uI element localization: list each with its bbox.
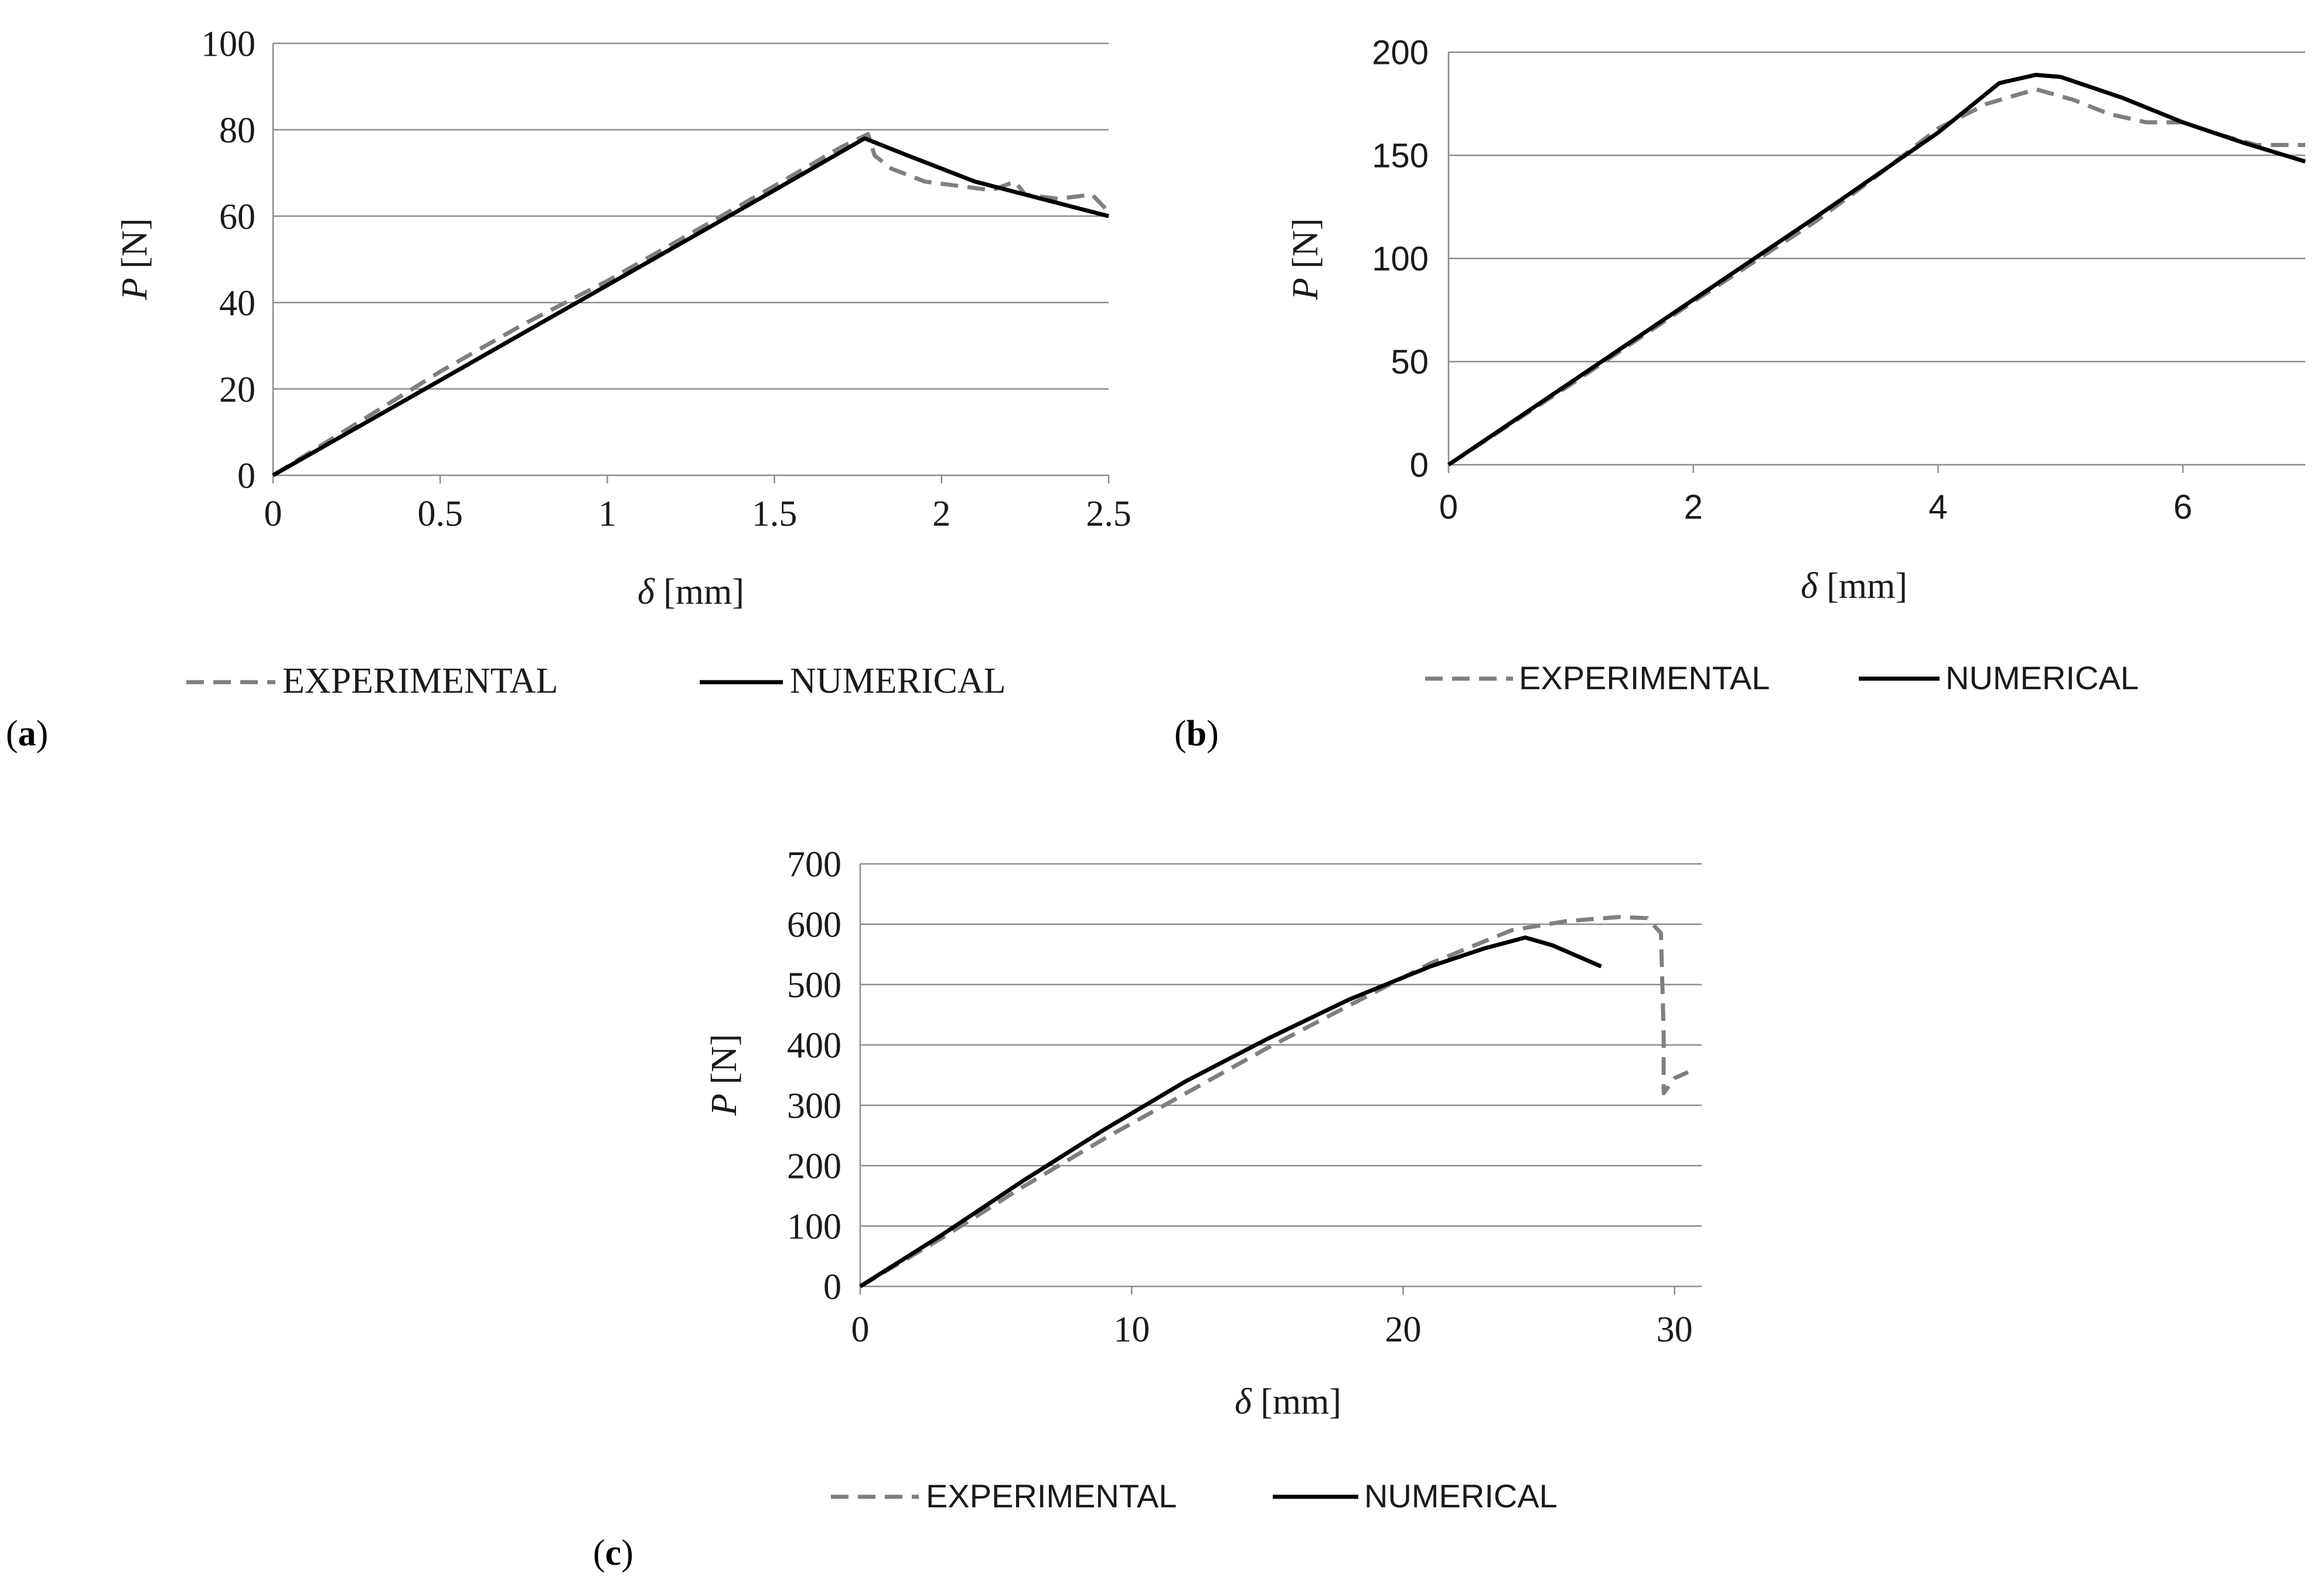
x-axis-label: δ [mm] bbox=[638, 572, 744, 612]
y-tick-labels: 0 100 200 300 400 500 600 700 bbox=[787, 845, 841, 1307]
gridlines bbox=[272, 42, 1110, 483]
x-tick-label: 10 bbox=[1113, 1310, 1150, 1350]
y-tick-label: 500 bbox=[787, 966, 841, 1006]
x-tick-label: 2 bbox=[932, 494, 950, 534]
x-tick-labels: 0 0.5 1 1.5 2 2.5 bbox=[264, 494, 1132, 534]
y-axis-symbol: P bbox=[704, 1094, 744, 1116]
gridlines bbox=[859, 863, 1702, 1295]
x-tick-label: 0 bbox=[264, 494, 282, 534]
series-line-numerical bbox=[272, 136, 1109, 478]
legend: EXPERIMENTAL NUMERICAL bbox=[186, 661, 1006, 701]
x-tick-label: 2.5 bbox=[1086, 494, 1132, 534]
x-axis-unit: [mm] bbox=[1818, 566, 1907, 606]
y-tick-label: 100 bbox=[201, 25, 255, 64]
x-axis-label: δ [mm] bbox=[1235, 1382, 1341, 1422]
legend-label-experimental: EXPERIMENTAL bbox=[282, 661, 558, 701]
x-tick-label: 2 bbox=[1684, 488, 1703, 526]
panel-label: (c) bbox=[593, 1533, 633, 1573]
x-tick-label: 0 bbox=[851, 1310, 870, 1350]
y-tick-label: 0 bbox=[237, 457, 255, 496]
y-tick-label: 20 bbox=[219, 370, 255, 410]
y-tick-labels: 0 50 100 150 200 bbox=[1372, 33, 1429, 484]
legend-label-numerical: NUMERICAL bbox=[790, 661, 1006, 701]
series-line-experimental bbox=[1447, 87, 2305, 466]
series-line-numerical bbox=[859, 935, 1602, 1288]
x-axis-symbol: δ bbox=[1801, 566, 1818, 606]
x-tick-label: 20 bbox=[1385, 1310, 1421, 1350]
legend-label-numerical: NUMERICAL bbox=[1945, 659, 2139, 696]
panel-letter: c bbox=[605, 1533, 622, 1573]
series-line-experimental bbox=[859, 915, 1689, 1289]
legend: EXPERIMENTAL NUMERICAL bbox=[831, 1477, 1558, 1514]
y-tick-label: 80 bbox=[219, 111, 255, 151]
legend-label-experimental: EXPERIMENTAL bbox=[1519, 659, 1770, 696]
y-tick-label: 60 bbox=[219, 198, 255, 237]
x-tick-label: 6 bbox=[2173, 488, 2192, 526]
x-tick-labels: 0 10 20 30 bbox=[851, 1310, 1693, 1350]
legend: EXPERIMENTAL NUMERICAL bbox=[1425, 659, 2139, 696]
y-tick-label: 40 bbox=[219, 284, 255, 324]
y-tick-label: 600 bbox=[787, 905, 841, 945]
x-axis-unit: [mm] bbox=[655, 572, 744, 612]
y-tick-label: 200 bbox=[1372, 33, 1429, 71]
y-tick-label: 100 bbox=[787, 1207, 841, 1247]
y-axis-unit: [N] bbox=[704, 1034, 744, 1094]
y-axis-unit: [N] bbox=[1286, 218, 1325, 278]
x-axis-symbol: δ bbox=[638, 572, 655, 612]
y-tick-label: 100 bbox=[1372, 240, 1429, 278]
y-tick-label: 150 bbox=[1372, 137, 1429, 175]
panel-letter: b bbox=[1187, 714, 1207, 754]
y-tick-label: 700 bbox=[787, 845, 841, 885]
y-axis-unit: [N] bbox=[115, 218, 155, 278]
x-tick-labels: 0 2 4 6 bbox=[1439, 488, 2192, 526]
x-tick-label: 30 bbox=[1657, 1310, 1693, 1350]
series-lines bbox=[1447, 73, 2306, 466]
panel-letter: a bbox=[18, 714, 36, 754]
x-axis-symbol: δ bbox=[1235, 1382, 1252, 1422]
y-axis-label: P [N] bbox=[115, 218, 155, 300]
y-tick-label: 50 bbox=[1391, 343, 1429, 381]
y-axis-label: P [N] bbox=[704, 1034, 744, 1116]
y-tick-label: 300 bbox=[787, 1087, 841, 1126]
y-axis-label: P [N] bbox=[1286, 218, 1325, 300]
y-tick-label: 0 bbox=[1410, 446, 1429, 484]
x-axis-label: δ [mm] bbox=[1801, 566, 1907, 606]
x-tick-label: 0.5 bbox=[417, 494, 463, 534]
y-tick-label: 200 bbox=[787, 1147, 841, 1187]
gridlines bbox=[1447, 51, 2305, 473]
series-lines bbox=[859, 915, 1689, 1289]
x-tick-label: 1.5 bbox=[752, 494, 798, 534]
x-axis-unit: [mm] bbox=[1252, 1382, 1341, 1422]
x-tick-label: 0 bbox=[1439, 488, 1458, 526]
y-tick-label: 0 bbox=[823, 1268, 841, 1307]
y-axis-symbol: P bbox=[1286, 278, 1325, 301]
panel-label: (b) bbox=[1174, 714, 1219, 754]
panel-b: 0 50 100 150 200 0 2 4 6 P [N] δ [mm] EXPERIMEN… bbox=[1174, 33, 2306, 754]
panel-label: (a) bbox=[6, 714, 48, 754]
panel-c: 0 100 200 300 400 500 600 700 0 10 20 30 P [N] δ [… bbox=[593, 845, 1702, 1573]
y-tick-label: 400 bbox=[787, 1026, 841, 1066]
panel-a: 0 20 40 60 80 100 0 0.5 1 1.5 2 2.5 P [N] δ [mm] E… bbox=[6, 25, 1132, 754]
x-tick-label: 1 bbox=[598, 494, 616, 534]
series-lines bbox=[272, 132, 1110, 478]
y-axis-symbol: P bbox=[115, 278, 155, 301]
legend-label-numerical: NUMERICAL bbox=[1364, 1477, 1558, 1514]
x-tick-label: 4 bbox=[1928, 488, 1947, 526]
legend-label-experimental: EXPERIMENTAL bbox=[926, 1477, 1177, 1514]
y-tick-labels: 0 20 40 60 80 100 bbox=[201, 25, 255, 496]
series-line-numerical bbox=[1447, 73, 2306, 466]
